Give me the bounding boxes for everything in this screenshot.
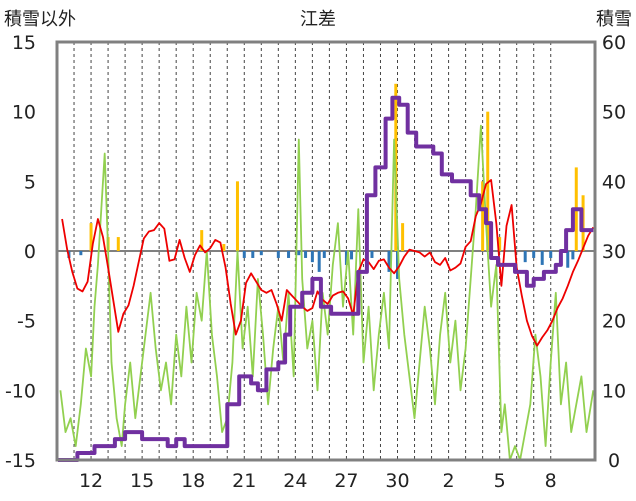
positive_bars-bar-4 (222, 244, 226, 251)
positive_bars-bar-5 (235, 181, 239, 251)
negative_bars-bar-2 (242, 251, 246, 258)
chart-title: 江差 (300, 9, 336, 30)
negative_bars-bar-3 (251, 251, 255, 258)
left-tick-5: -10 (5, 380, 36, 402)
negative_bars-bar-4 (259, 251, 263, 256)
positive_bars-bar-2 (116, 237, 120, 251)
negative_bars-bar-17 (396, 251, 400, 279)
negative_bars-bar-23 (566, 251, 570, 268)
x-tick-3: 21 (232, 470, 256, 492)
temperature-line (61, 178, 595, 347)
left-tick-1: 10 (12, 102, 36, 124)
right-axis-title: 積雪 (596, 9, 632, 30)
line-series (58, 95, 595, 462)
right-tick-3: 30 (602, 241, 626, 263)
left-axis-ticks: 15 10 5 0 -5 -10 -15 (5, 32, 36, 472)
negative_bars-bar-12 (344, 251, 348, 265)
left-tick-6: -15 (5, 450, 36, 472)
right-tick-4: 20 (602, 311, 626, 333)
positive_bars-bar-3 (200, 230, 204, 251)
negative_bars-bar-20 (540, 251, 544, 265)
negative_bars-bar-18 (523, 251, 527, 263)
left-tick-2: 5 (24, 171, 36, 193)
snow_depth-line (58, 95, 594, 462)
negative_bars-bar-16 (387, 251, 391, 272)
positive_bars-bar-10 (498, 237, 502, 251)
negative_bars-bar-13 (350, 251, 354, 260)
right-tick-6: 0 (608, 450, 620, 472)
negative_bars-bar-6 (287, 251, 291, 258)
frame-rect (55, 40, 597, 462)
x-tick-8: 5 (494, 470, 506, 492)
green_series-line (59, 124, 595, 461)
negative_bars-bar-1 (79, 251, 83, 256)
negative_bars-bar-21 (549, 251, 553, 258)
positive_bars-bar-9 (486, 111, 490, 252)
left-tick-3: 0 (24, 241, 36, 263)
x-tick-9: 8 (545, 470, 557, 492)
x-tick-0: 12 (79, 470, 103, 492)
x-tick-4: 24 (283, 470, 307, 492)
positive_bars-bar-8 (481, 181, 485, 251)
negative_bars-bar-11 (322, 251, 326, 258)
left-axis-title: 積雪以外 (4, 9, 76, 30)
x-tick-6: 30 (385, 470, 409, 492)
positive_bars-bar-7 (401, 223, 405, 251)
negative_bars-bar-9 (310, 251, 314, 263)
negative_bars-bar-7 (297, 251, 301, 256)
left-tick-4: -5 (17, 311, 36, 333)
x-tick-2: 18 (181, 470, 205, 492)
negative_bars-bar-5 (276, 251, 280, 258)
right-tick-1: 50 (602, 102, 626, 124)
x-tick-5: 27 (334, 470, 358, 492)
bar-series (67, 83, 585, 279)
x-tick-7: 2 (443, 470, 455, 492)
negative_bars-bar-24 (571, 251, 575, 260)
right-tick-5: 10 (602, 380, 626, 402)
plot-frame (55, 40, 597, 462)
negative_bars-bar-10 (317, 251, 321, 272)
right-tick-0: 60 (602, 32, 626, 54)
negative_bars-bar-19 (532, 251, 536, 258)
left-tick-0: 15 (12, 32, 36, 54)
positive_bars-bar-0 (89, 223, 93, 251)
right-tick-2: 40 (602, 171, 626, 193)
x-tick-1: 15 (130, 470, 154, 492)
x-axis-ticks: 12 15 18 21 24 27 30 2 5 8 (79, 470, 557, 492)
right-axis-ticks: 60 50 40 30 20 10 0 (602, 32, 626, 472)
negative_bars-bar-15 (370, 251, 374, 258)
negative_bars-bar-8 (304, 251, 308, 258)
